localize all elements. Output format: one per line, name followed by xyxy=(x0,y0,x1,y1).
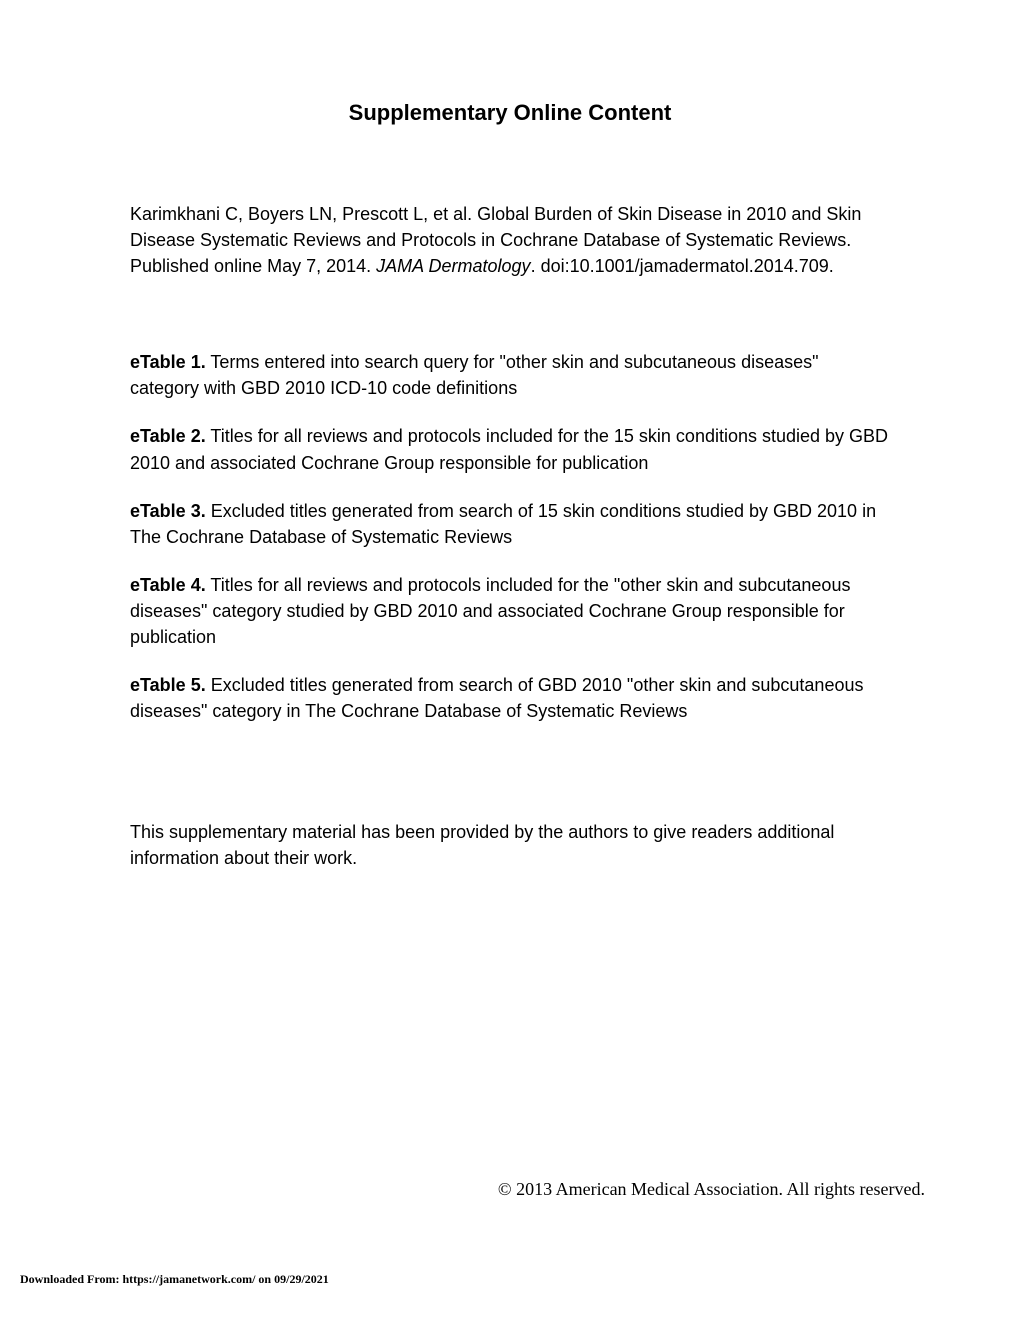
citation-text: Karimkhani C, Boyers LN, Prescott L, et … xyxy=(130,201,890,279)
etable-description: Excluded titles generated from search of… xyxy=(130,501,876,547)
etable-entry: eTable 3. Excluded titles generated from… xyxy=(130,498,890,550)
etable-label: eTable 3. xyxy=(130,501,206,521)
etable-entry: eTable 1. Terms entered into search quer… xyxy=(130,349,890,401)
etable-list: eTable 1. Terms entered into search quer… xyxy=(130,349,890,724)
etable-entry: eTable 2. Titles for all reviews and pro… xyxy=(130,423,890,475)
etable-description: Titles for all reviews and protocols inc… xyxy=(130,575,850,647)
etable-label: eTable 1. xyxy=(130,352,206,372)
citation-journal: JAMA Dermatology xyxy=(376,256,530,276)
etable-description: Terms entered into search query for "oth… xyxy=(130,352,819,398)
copyright-text: © 2013 American Medical Association. All… xyxy=(498,1179,925,1200)
citation-doi: . doi:10.1001/jamadermatol.2014.709. xyxy=(531,256,834,276)
etable-description: Titles for all reviews and protocols inc… xyxy=(130,426,888,472)
etable-label: eTable 4. xyxy=(130,575,206,595)
etable-description: Excluded titles generated from search of… xyxy=(130,675,863,721)
download-info: Downloaded From: https://jamanetwork.com… xyxy=(20,1272,329,1287)
page-title: Supplementary Online Content xyxy=(130,100,890,126)
document-page: Supplementary Online Content Karimkhani … xyxy=(0,0,1020,932)
etable-entry: eTable 4. Titles for all reviews and pro… xyxy=(130,572,890,650)
etable-entry: eTable 5. Excluded titles generated from… xyxy=(130,672,890,724)
etable-label: eTable 2. xyxy=(130,426,206,446)
etable-label: eTable 5. xyxy=(130,675,206,695)
supplementary-note: This supplementary material has been pro… xyxy=(130,819,890,871)
